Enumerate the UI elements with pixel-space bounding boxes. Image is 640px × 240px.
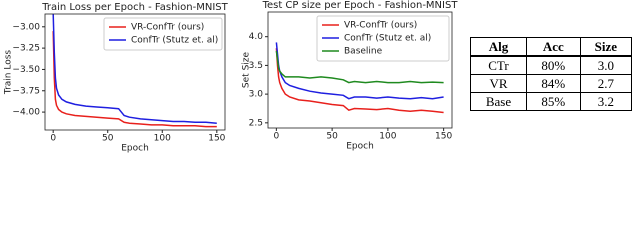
cell: 84% xyxy=(526,74,581,93)
plot-frame xyxy=(267,11,453,129)
x-tick-label: 50 xyxy=(102,134,114,144)
x-tick-label: 0 xyxy=(50,134,56,144)
y-tick-label: 4.0 xyxy=(249,32,264,42)
series-line xyxy=(275,50,444,84)
series-line xyxy=(275,42,444,100)
series-line xyxy=(275,48,444,114)
legend-label: VR-ConfTr (ours) xyxy=(131,23,204,33)
y-axis-label: Train Loss xyxy=(4,50,14,96)
row: CTr 80% 3.0 xyxy=(469,55,633,75)
cell: 80% xyxy=(526,55,581,75)
row: Base 85% 3.2 xyxy=(469,92,633,111)
legend-label: ConfTr (Stutz et. al) xyxy=(131,36,218,46)
y-tick-label: −4.00 xyxy=(12,108,40,118)
y-tick-label: −3.25 xyxy=(12,44,40,54)
x-tick-label: 100 xyxy=(379,132,396,142)
cell: 85% xyxy=(526,92,581,111)
series-line xyxy=(52,13,217,124)
y-tick-label: 3.0 xyxy=(249,90,264,100)
legend-box xyxy=(316,15,450,62)
results-table: Alg Acc Size CTr 80% 3.0 VR 84% 2.7 Base… xyxy=(469,37,633,111)
x-tick-label: 100 xyxy=(154,134,171,144)
series-line xyxy=(52,31,217,128)
cell: Base xyxy=(469,92,528,111)
legend-label: VR-ConfTr (ours) xyxy=(344,21,417,31)
cell: 3.0 xyxy=(579,55,633,75)
cell: VR xyxy=(469,74,528,93)
plot-frame xyxy=(44,13,226,131)
header-cell: Alg xyxy=(469,37,528,57)
header-cell: Size xyxy=(579,37,633,57)
header-row: Alg Acc Size xyxy=(469,37,633,57)
x-axis-label: Epoch xyxy=(346,142,374,152)
chart-title: Train Loss per Epoch - Fashion-MNIST xyxy=(41,2,228,13)
row: VR 84% 2.7 xyxy=(469,74,633,93)
legend-label: ConfTr (Stutz et. al) xyxy=(344,34,431,44)
legend-label: Baseline xyxy=(344,47,383,57)
header-cell: Acc xyxy=(526,37,581,57)
figure: Train Loss per Epoch - Fashion-MNIST Epoc… xyxy=(4,0,459,154)
cell: 2.7 xyxy=(579,74,633,93)
x-tick-label: 0 xyxy=(273,132,279,142)
page: Train Loss per Epoch - Fashion-MNIST Epoc… xyxy=(3,0,633,154)
y-tick-label: −3.75 xyxy=(12,86,40,96)
chart-title: Test CP size per Epoch - Fashion-MNIST xyxy=(262,0,459,11)
y-tick-label: 2.5 xyxy=(249,118,263,128)
x-tick-label: 50 xyxy=(326,132,338,142)
x-tick-label: 150 xyxy=(208,134,225,144)
y-tick-label: 3.5 xyxy=(249,61,263,71)
y-tick-label: −3.50 xyxy=(12,65,40,75)
x-tick-label: 150 xyxy=(435,132,452,142)
cell: 3.2 xyxy=(579,92,633,111)
cell: CTr xyxy=(469,55,528,75)
legend-box xyxy=(103,17,223,51)
y-tick-label: −3.00 xyxy=(12,22,40,32)
y-axis-label: Set Size xyxy=(242,51,252,88)
x-axis-label: Epoch xyxy=(121,144,149,154)
